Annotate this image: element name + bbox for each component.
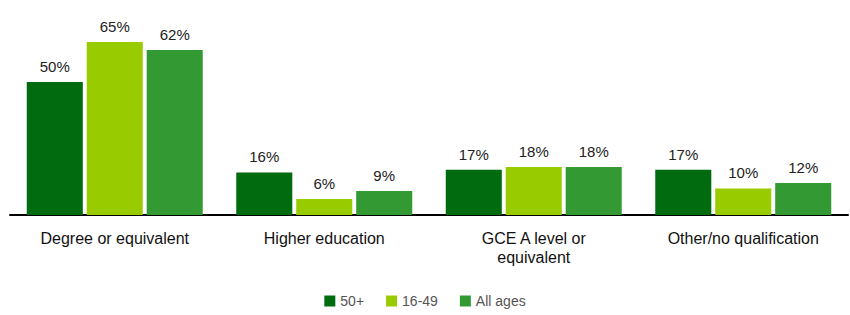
svg-text:17%: 17% (668, 146, 698, 163)
svg-text:50%: 50% (40, 58, 70, 75)
svg-text:GCE A level or: GCE A level or (482, 230, 587, 247)
svg-text:16%: 16% (249, 148, 279, 165)
svg-text:50+: 50+ (340, 293, 364, 309)
svg-text:6%: 6% (313, 175, 335, 192)
svg-text:10%: 10% (728, 164, 758, 181)
svg-text:Other/no qualification: Other/no qualification (668, 230, 819, 247)
svg-text:17%: 17% (459, 146, 489, 163)
svg-text:62%: 62% (160, 26, 190, 43)
svg-text:Higher education: Higher education (264, 230, 385, 247)
svg-text:18%: 18% (519, 143, 549, 160)
svg-text:18%: 18% (579, 143, 609, 160)
svg-text:16-49: 16-49 (402, 293, 438, 309)
svg-text:9%: 9% (373, 167, 395, 184)
svg-text:All ages: All ages (476, 293, 526, 309)
svg-text:Degree or equivalent: Degree or equivalent (40, 230, 189, 247)
svg-text:12%: 12% (788, 159, 818, 176)
svg-text:equivalent: equivalent (497, 249, 571, 266)
svg-text:65%: 65% (100, 18, 130, 35)
